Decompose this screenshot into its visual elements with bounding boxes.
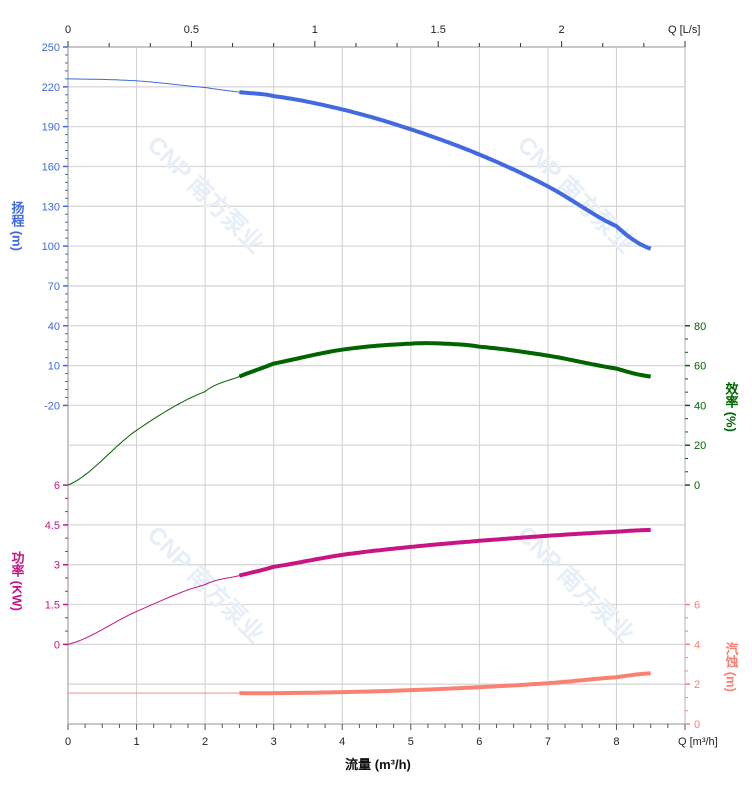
x-top-tick-label: 2 bbox=[559, 24, 565, 36]
npsh-axis-title: 汽蚀 (m) bbox=[724, 642, 740, 692]
power-tick-label: 4.5 bbox=[45, 520, 60, 532]
x-tick-label: 2 bbox=[202, 736, 208, 748]
npsh-tick-label: 6 bbox=[694, 600, 700, 612]
head-tick-label: 160 bbox=[42, 161, 60, 173]
head-axis-title: 扬程 (m) bbox=[10, 201, 25, 251]
x-tick-label: 5 bbox=[408, 736, 414, 748]
x-tick-label: 8 bbox=[613, 736, 619, 748]
x-top-tick-label: 0 bbox=[65, 24, 71, 36]
x-tick-label: 3 bbox=[271, 736, 277, 748]
npsh-tick-label: 0 bbox=[694, 719, 700, 731]
x-top-tick-label: 1.5 bbox=[431, 24, 446, 36]
efficiency-axis-title: 效率 (%) bbox=[724, 382, 739, 432]
x-unit-label: Q [m³/h] bbox=[678, 736, 718, 748]
npsh-tick-label: 4 bbox=[694, 639, 700, 651]
x-tick-label: 0 bbox=[65, 736, 71, 748]
head-tick-label: -20 bbox=[44, 400, 60, 412]
head-tick-label: 130 bbox=[42, 201, 60, 213]
power-tick-label: 0 bbox=[54, 639, 60, 651]
power-curve-operating bbox=[238, 527, 651, 578]
x-top-tick-label: 1 bbox=[312, 24, 318, 36]
head-tick-label: 100 bbox=[42, 241, 60, 253]
efficiency-tick-label: 20 bbox=[694, 440, 706, 452]
head-curve-operating bbox=[239, 90, 652, 251]
power-curve-extended bbox=[67, 575, 240, 645]
head-tick-label: 70 bbox=[48, 281, 60, 293]
x-tick-label: 4 bbox=[339, 736, 345, 748]
npsh-tick-label: 2 bbox=[694, 679, 700, 691]
power-tick-label: 3 bbox=[54, 560, 60, 572]
efficiency-tick-label: 40 bbox=[694, 400, 706, 412]
x-top-unit-label: Q [L/s] bbox=[668, 24, 700, 36]
power-tick-label: 1.5 bbox=[45, 600, 60, 612]
efficiency-curve-operating bbox=[238, 341, 651, 379]
watermark-logo: CNP 南方泵业 bbox=[512, 520, 640, 648]
axes: 0 1 2 3 4 5 6 7 8 Q [m³/h] 流量 (m³/h) 0 0.5 1 1.5 2 Q [L/… bbox=[42, 24, 718, 772]
x-tick-label: 6 bbox=[476, 736, 482, 748]
head-curve-extended bbox=[68, 78, 240, 93]
watermark-logo: CNP 南方泵业 bbox=[142, 130, 270, 258]
watermark-logo: CNP 南方泵业 bbox=[512, 130, 640, 258]
x-tick-label: 7 bbox=[545, 736, 551, 748]
efficiency-curve-extended bbox=[67, 376, 240, 486]
efficiency-tick-label: 60 bbox=[694, 361, 706, 373]
head-tick-label: 250 bbox=[42, 42, 60, 54]
axis-labels: 扬程 (m) 功率 (KW) 效率 (%) 汽蚀 (m) bbox=[10, 201, 740, 692]
head-tick-label: 10 bbox=[48, 361, 60, 373]
x-axis-title: 流量 (m³/h) bbox=[345, 757, 411, 772]
power-tick-label: 6 bbox=[54, 480, 60, 492]
efficiency-tick-label: 80 bbox=[694, 321, 706, 333]
power-axis-title: 功率 (KW) bbox=[10, 551, 25, 611]
x-top-tick-label: 0.5 bbox=[184, 24, 199, 36]
head-tick-label: 220 bbox=[42, 82, 60, 94]
npsh-curve-operating bbox=[239, 671, 651, 696]
x-tick-label: 1 bbox=[133, 736, 139, 748]
head-tick-label: 190 bbox=[42, 122, 60, 134]
curves bbox=[67, 78, 652, 696]
head-tick-label: 40 bbox=[48, 321, 60, 333]
efficiency-tick-label: 0 bbox=[694, 480, 700, 492]
